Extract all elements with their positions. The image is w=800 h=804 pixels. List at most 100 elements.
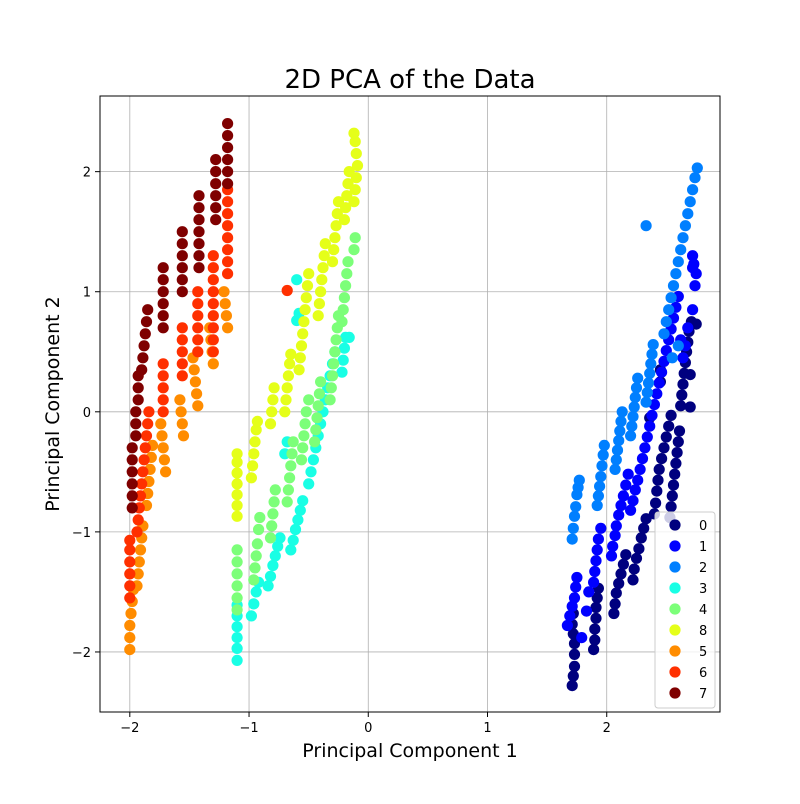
data-point-class-0	[633, 543, 645, 555]
data-point-class-4	[231, 556, 243, 568]
data-point-class-7	[176, 274, 188, 286]
data-point-class-6	[157, 382, 169, 394]
legend-marker	[669, 603, 681, 615]
data-point-class-6	[207, 346, 219, 358]
data-point-class-8	[279, 406, 291, 418]
data-point-class-2	[592, 490, 605, 502]
data-point-class-4	[337, 304, 349, 316]
data-point-class-1	[583, 586, 595, 598]
data-point-class-6	[207, 310, 219, 322]
data-point-class-1	[576, 632, 588, 644]
data-point-class-4	[264, 532, 277, 544]
data-point-class-6	[124, 556, 136, 568]
data-point-class-8	[328, 244, 340, 256]
data-point-class-0	[628, 563, 640, 575]
data-point-class-8	[284, 358, 296, 370]
data-point-class-7	[210, 190, 222, 202]
data-point-class-8	[293, 364, 305, 376]
data-point-class-1	[588, 576, 600, 588]
legend-marker	[669, 624, 681, 636]
data-point-class-1	[629, 484, 641, 496]
data-point-class-7	[136, 364, 148, 376]
data-point-class-6	[132, 514, 144, 526]
data-point-class-2	[613, 435, 625, 447]
x-tick-label: 2	[603, 721, 611, 736]
y-tick-label: −2	[72, 646, 91, 661]
data-point-class-6	[139, 442, 151, 454]
data-point-class-2	[687, 184, 699, 196]
data-point-class-6	[281, 284, 293, 297]
data-point-class-2	[594, 480, 606, 492]
data-point-class-7	[176, 226, 188, 238]
data-point-class-3	[248, 598, 260, 610]
data-point-class-1	[687, 262, 699, 274]
data-point-class-6	[124, 534, 136, 546]
data-point-class-0	[676, 389, 688, 401]
data-point-class-2	[663, 304, 675, 316]
data-point-class-4	[295, 454, 308, 466]
data-point-class-0	[589, 623, 601, 635]
x-tick-label: 1	[483, 721, 491, 736]
data-point-class-7	[130, 418, 142, 430]
data-point-class-8	[315, 286, 327, 298]
data-point-class-6	[142, 418, 154, 430]
data-point-class-0	[666, 490, 678, 502]
data-point-class-0	[684, 369, 696, 381]
data-point-class-6	[176, 370, 188, 382]
data-point-class-3	[231, 642, 243, 655]
data-point-class-4	[309, 436, 321, 448]
data-point-class-8	[231, 456, 243, 468]
data-point-class-8	[330, 220, 342, 232]
data-point-class-0	[667, 479, 680, 491]
data-point-class-0	[671, 447, 683, 459]
data-point-class-0	[613, 577, 625, 590]
data-point-class-8	[248, 448, 260, 460]
data-point-class-1	[617, 490, 630, 502]
legend-marker	[669, 666, 681, 678]
data-point-class-2	[629, 391, 641, 403]
data-point-class-3	[291, 274, 303, 286]
data-point-class-2	[570, 501, 582, 513]
data-point-class-0	[590, 601, 602, 614]
legend-box	[654, 511, 716, 709]
data-point-class-8	[251, 415, 263, 427]
legend-marker	[669, 540, 681, 552]
data-point-class-1	[644, 420, 656, 432]
data-point-class-5	[176, 418, 188, 430]
data-point-class-1	[595, 522, 607, 534]
data-point-class-4	[349, 232, 361, 244]
data-point-class-2	[596, 460, 608, 472]
data-point-class-2	[642, 377, 655, 389]
data-point-class-1	[590, 555, 602, 567]
legend-marker	[669, 582, 681, 594]
data-point-class-3	[269, 550, 281, 562]
data-point-class-6	[222, 196, 234, 208]
legend-marker	[669, 519, 681, 531]
data-point-class-7	[138, 340, 150, 352]
legend: 0 1 2 3 4 8 5 6 7	[654, 511, 716, 709]
data-point-class-7	[193, 226, 205, 238]
data-point-class-6	[176, 322, 188, 334]
data-point-class-4	[315, 376, 327, 388]
data-point-class-4	[313, 388, 325, 400]
data-point-class-2	[670, 268, 682, 280]
data-point-class-6	[192, 310, 204, 322]
data-point-class-6	[176, 334, 188, 346]
data-point-class-0	[627, 574, 639, 586]
chart-title: 2D PCA of the Data	[284, 65, 535, 95]
data-point-class-4	[286, 448, 298, 460]
data-point-class-4	[268, 496, 280, 508]
data-point-class-4	[231, 568, 243, 580]
data-point-class-4	[312, 400, 324, 412]
data-point-class-1	[610, 520, 622, 532]
y-tick-label: 0	[83, 406, 91, 421]
data-point-class-4	[285, 460, 297, 472]
data-point-class-4	[338, 292, 350, 304]
data-point-class-8	[348, 196, 360, 208]
data-point-class-1	[687, 304, 699, 316]
data-point-class-8	[349, 184, 361, 196]
data-point-class-8	[250, 424, 262, 436]
data-point-class-2	[627, 411, 639, 423]
data-point-class-7	[193, 262, 205, 274]
